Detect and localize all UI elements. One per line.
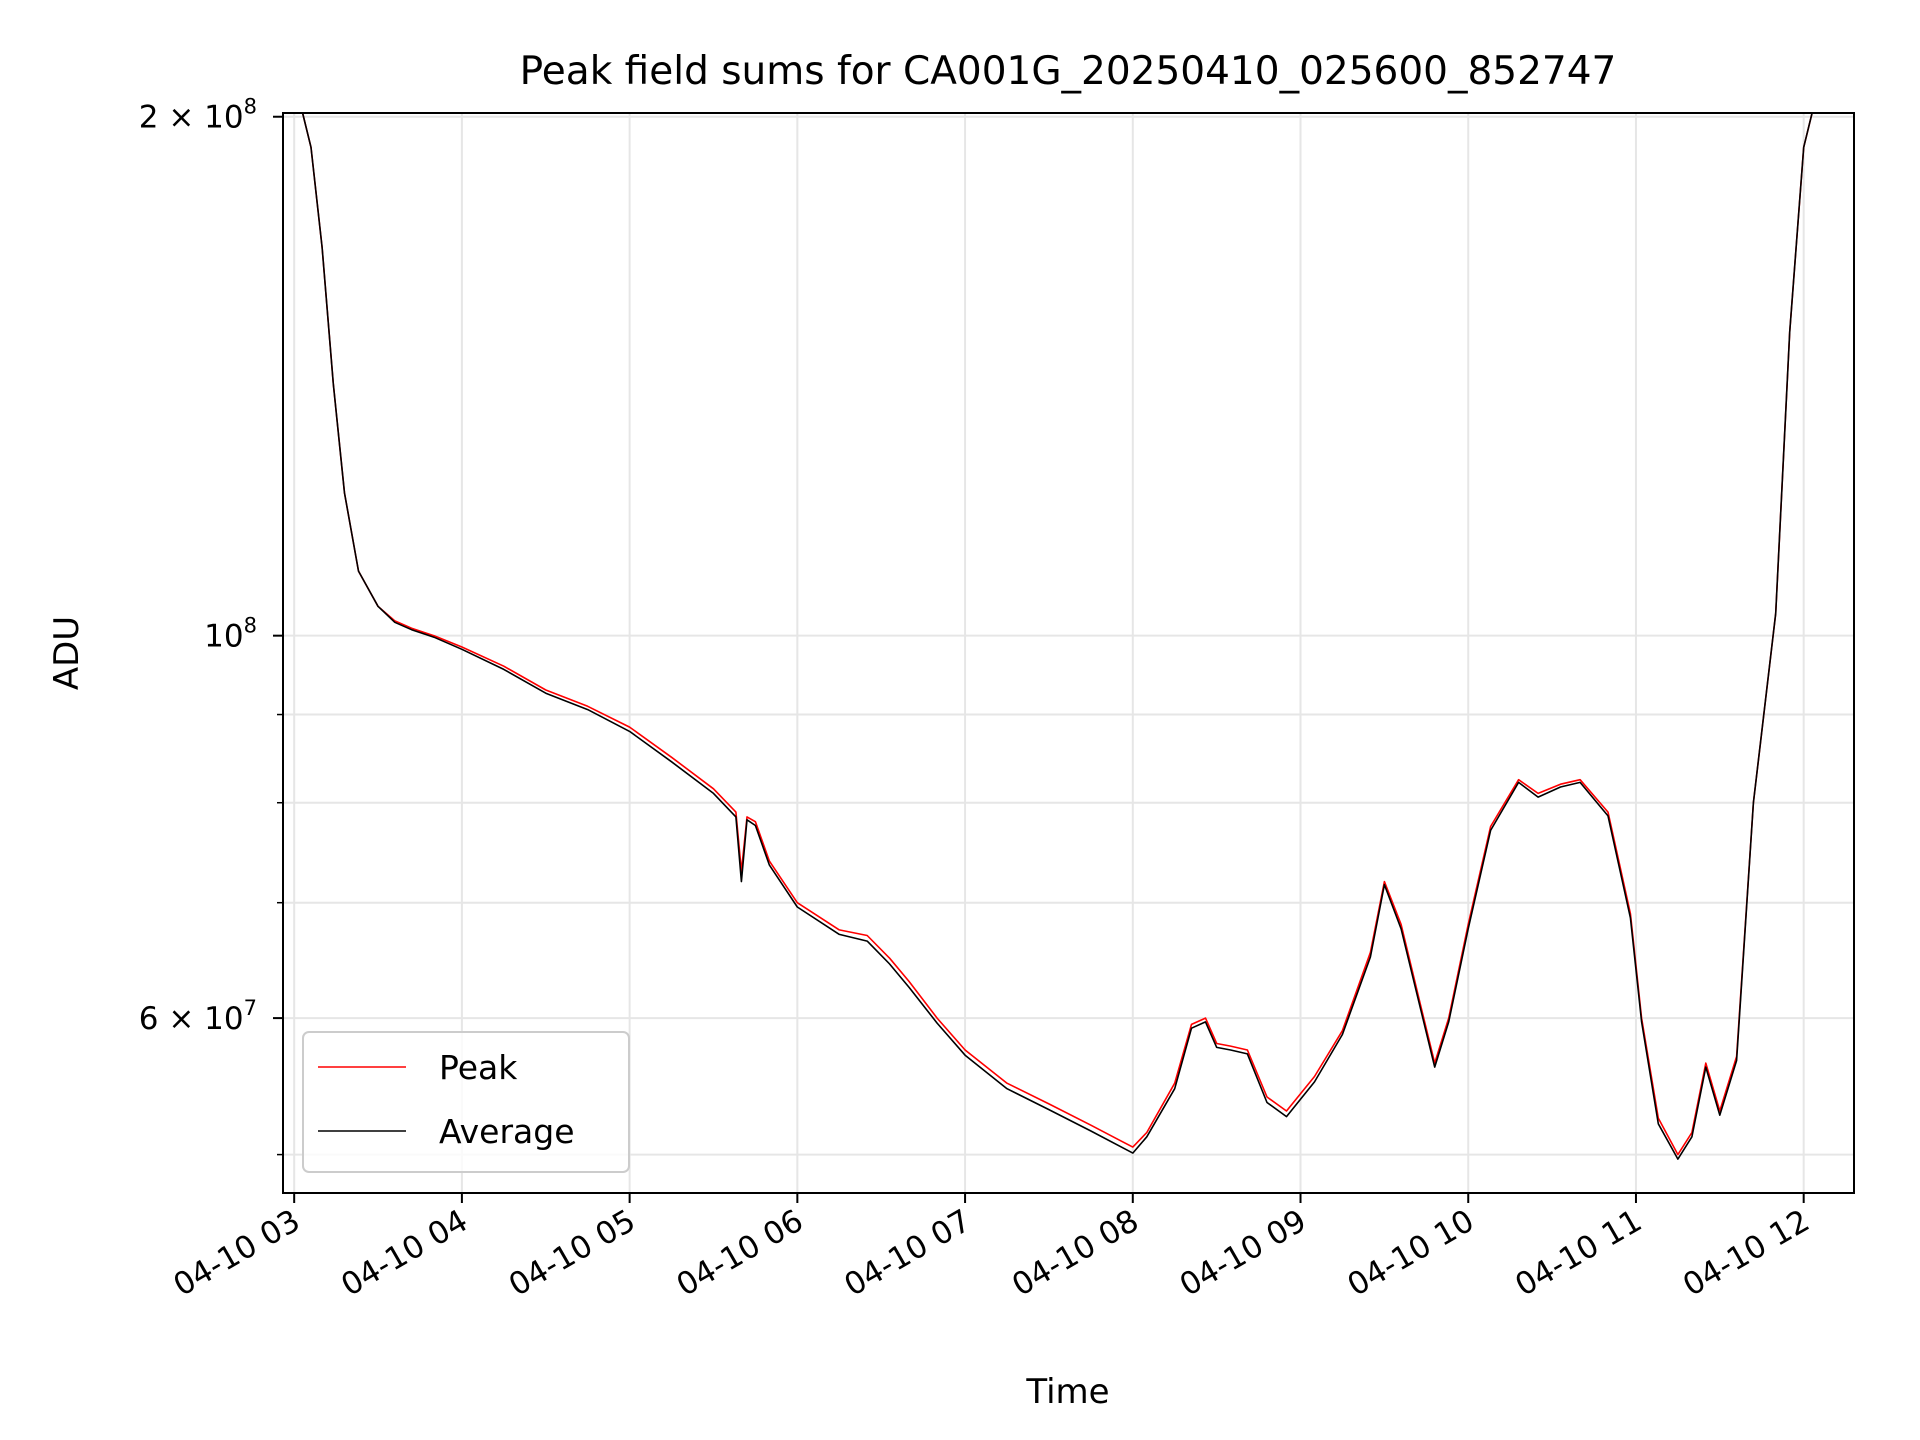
- series-layer: [283, 112, 1813, 1160]
- legend-label-peak: Peak: [439, 1048, 518, 1087]
- y-tick-label: 2 × 108: [139, 95, 257, 136]
- grid: [283, 113, 1854, 1193]
- chart-title: Peak field sums for CA001G_20250410_0256…: [520, 49, 1617, 94]
- y-axis: 2 × 108 108 6 × 107: [139, 95, 283, 1156]
- x-axis-label: Time: [1025, 1372, 1109, 1412]
- y-axis-label: ADU: [47, 616, 87, 690]
- legend-label-average: Average: [439, 1112, 575, 1151]
- series-line-average: [283, 112, 1813, 1160]
- legend: Peak Average: [302, 1031, 630, 1173]
- y-tick-label: 6 × 107: [139, 996, 257, 1037]
- plot-frame: [282, 112, 1855, 1194]
- y-tick-label: 108: [204, 614, 257, 655]
